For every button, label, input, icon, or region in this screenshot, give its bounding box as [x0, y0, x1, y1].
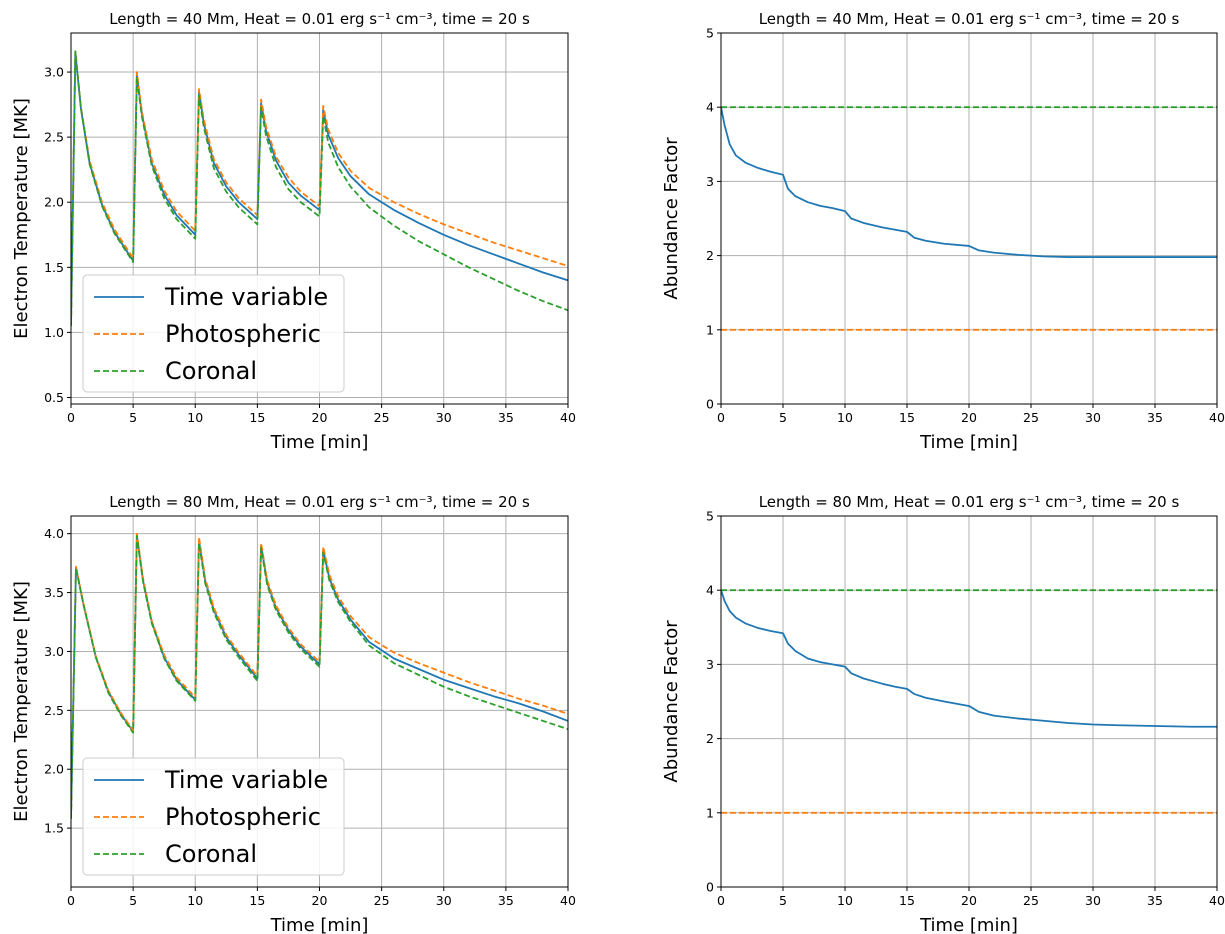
- chart-3-y-tick-label: 4.0: [44, 526, 64, 541]
- chart-2-y-axis-label: Abundance Factor: [661, 137, 682, 300]
- chart-3-legend-label: Time variable: [164, 766, 328, 794]
- chart-4-x-tick-label: 35: [1147, 893, 1163, 908]
- chart-1-x-axis-label: Time [min]: [270, 432, 369, 453]
- chart-1-y-tick-label: 2.5: [44, 130, 64, 145]
- chart-1-x-tick-label: 0: [67, 410, 75, 425]
- chart-2-x-tick-label: 20: [961, 410, 977, 425]
- chart-1-x-tick-label: 10: [187, 410, 203, 425]
- chart-4-x-tick-label: 15: [899, 893, 915, 908]
- chart-4-title: Length = 80 Mm, Heat = 0.01 erg s⁻¹ cm⁻³…: [759, 493, 1180, 511]
- chart-3-x-axis-label: Time [min]: [270, 915, 369, 934]
- chart-2-y-tick-label: 0: [706, 397, 714, 412]
- chart-1-y-tick-label: 0.5: [44, 390, 64, 405]
- chart-1-y-tick-label: 1.5: [44, 260, 64, 275]
- chart-2-series-time-variable: [721, 107, 1217, 258]
- chart-1-x-tick-label: 5: [129, 410, 137, 425]
- chart-2-x-tick-label: 5: [779, 410, 787, 425]
- chart-1-x-tick-label: 40: [560, 410, 576, 425]
- chart-3-y-tick-label: 2.5: [44, 703, 64, 718]
- chart-4-y-tick-label: 1: [706, 805, 714, 820]
- chart-2-y-tick-label: 3: [706, 174, 714, 189]
- chart-1-legend-box: [82, 274, 345, 393]
- chart-3-y-tick-label: 2.0: [44, 762, 64, 777]
- chart-3-x-tick-label: 35: [498, 893, 514, 908]
- chart-4-y-tick-label: 5: [706, 509, 714, 524]
- chart-3-x-tick-label: 40: [560, 893, 576, 908]
- chart-1-x-tick-label: 30: [436, 410, 452, 425]
- chart-1-x-tick-label: 35: [498, 410, 514, 425]
- chart-3-title: Length = 80 Mm, Heat = 0.01 erg s⁻¹ cm⁻³…: [109, 493, 530, 511]
- chart-3-frame: [70, 515, 569, 888]
- chart-4-frame: [720, 515, 1218, 888]
- chart-4-x-tick-label: 30: [1085, 893, 1101, 908]
- chart-4-x-tick-label: 5: [779, 893, 787, 908]
- chart-4-x-axis-label: Time [min]: [919, 915, 1018, 934]
- chart-3-legend-box: [82, 757, 345, 876]
- chart-4: 0 5 10 15 20 25 30 35 40 0 1 2 3 4 5 Length = 80 Mm, He…: [661, 493, 1225, 934]
- chart-2-y-tick-label: 4: [706, 100, 714, 115]
- chart-4-y-tick-label: 4: [706, 583, 714, 598]
- chart-1-series-coronal: [71, 50, 568, 326]
- chart-4-x-tick-label: 0: [717, 893, 725, 908]
- chart-1-legend: Time variable Photospheric Coronal: [82, 274, 345, 393]
- chart-1: 0 5 10 15 20 25 30 35 40 0.5 1.0 1.5 2.0 2.5 3.0 Length…: [11, 10, 576, 453]
- chart-3: 0 5 10 15 20 25 30 35 40 1.5 2.0 2.5 3.0 3.5 4.0 Length…: [11, 493, 576, 934]
- chart-1-legend-label: Time variable: [164, 283, 328, 311]
- chart-2-x-tick-label: 15: [899, 410, 915, 425]
- chart-1-y-tick-label: 1.0: [44, 325, 64, 340]
- chart-1-y-tick-label: 2.0: [44, 195, 64, 210]
- chart-4-y-tick-label: 3: [706, 657, 714, 672]
- chart-3-y-tick-label: 3.0: [44, 644, 64, 659]
- chart-3-y-axis-label: Electron Temperature [MK]: [11, 581, 32, 822]
- chart-1-x-tick-label: 15: [249, 410, 265, 425]
- chart-1-x-tick-label: 20: [312, 410, 328, 425]
- chart-1-legend-label: Coronal: [165, 357, 257, 385]
- chart-3-x-tick-label: 5: [129, 893, 137, 908]
- chart-4-series-time-variable: [721, 589, 1217, 728]
- chart-4-y-tick-label: 2: [706, 731, 714, 746]
- chart-3-series-coronal: [71, 535, 568, 819]
- chart-1-frame: [70, 32, 569, 405]
- chart-2-x-tick-label: 10: [837, 410, 853, 425]
- chart-2-x-axis-label: Time [min]: [919, 432, 1018, 453]
- chart-1-x-tick-label: 25: [374, 410, 390, 425]
- chart-1-y-axis-label: Electron Temperature [MK]: [11, 98, 32, 339]
- chart-3-legend-label: Photospheric: [165, 803, 321, 831]
- chart-2-y-tick-label: 1: [706, 322, 714, 337]
- chart-3-x-tick-label: 20: [312, 893, 328, 908]
- chart-4-x-tick-label: 20: [961, 893, 977, 908]
- chart-3-y-tick-label: 1.5: [44, 821, 64, 836]
- chart-2-x-tick-label: 0: [717, 410, 725, 425]
- chart-3-x-tick-label: 25: [374, 893, 390, 908]
- chart-3-x-tick-label: 30: [436, 893, 452, 908]
- chart-2-y-tick-label: 2: [706, 248, 714, 263]
- chart-2-x-tick-label: 40: [1209, 410, 1225, 425]
- chart-4-x-tick-label: 10: [837, 893, 853, 908]
- chart-1-y-tick-label: 3.0: [44, 65, 64, 80]
- chart-4-x-tick-label: 25: [1023, 893, 1039, 908]
- chart-2-x-tick-label: 30: [1085, 410, 1101, 425]
- chart-3-x-tick-label: 10: [187, 893, 203, 908]
- chart-4-y-tick-label: 0: [706, 880, 714, 895]
- chart-2-y-tick-label: 5: [706, 26, 714, 41]
- chart-4-y-axis-label: Abundance Factor: [661, 620, 682, 783]
- chart-3-y-tick-label: 3.5: [44, 585, 64, 600]
- chart-3-x-tick-label: 15: [249, 893, 265, 908]
- chart-3-legend-label: Coronal: [165, 840, 257, 868]
- chart-3-legend: Time variable Photospheric Coronal: [82, 757, 345, 876]
- chart-3-x-tick-label: 0: [67, 893, 75, 908]
- chart-4-x-tick-label: 40: [1209, 893, 1225, 908]
- chart-2-title: Length = 40 Mm, Heat = 0.01 erg s⁻¹ cm⁻³…: [759, 10, 1180, 28]
- chart-1-title: Length = 40 Mm, Heat = 0.01 erg s⁻¹ cm⁻³…: [109, 10, 530, 28]
- chart-1-legend-label: Photospheric: [165, 320, 321, 348]
- chart-2-x-tick-label: 35: [1147, 410, 1163, 425]
- chart-2: 0 5 10 15 20 25 30 35 40 0 1 2 3 4 5 Length = 40 Mm, He…: [661, 10, 1225, 453]
- chart-2-frame: [720, 32, 1218, 405]
- chart-2-x-tick-label: 25: [1023, 410, 1039, 425]
